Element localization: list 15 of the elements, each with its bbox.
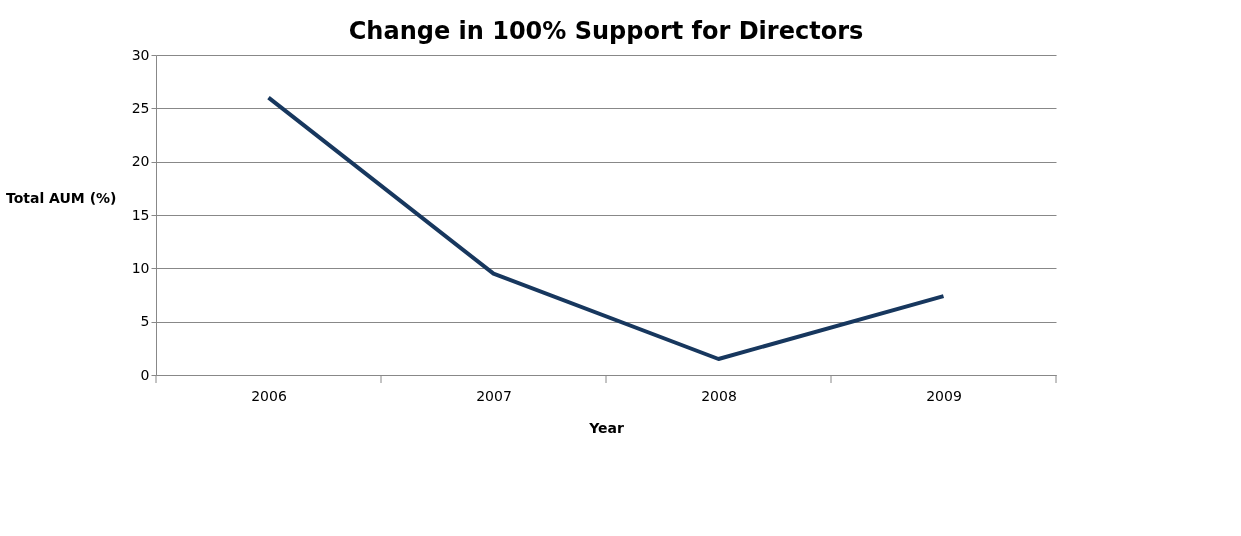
- x-tick-label: 2009: [926, 387, 962, 404]
- y-tick-label: 30: [131, 46, 150, 63]
- x-tick-label: 2006: [251, 387, 287, 404]
- line-series: [266, 95, 946, 361]
- y-tick-label: 5: [140, 313, 150, 330]
- x-axis-title: Year: [588, 419, 624, 436]
- x-tick-label: 2007: [476, 387, 512, 404]
- x-tick-label: 2008: [701, 387, 737, 404]
- chart-title: Change in 100% Support for Directors: [348, 17, 864, 45]
- y-tick-label: 15: [131, 206, 150, 223]
- y-tick-label: 10: [131, 259, 150, 276]
- y-tick-label: 20: [131, 153, 150, 170]
- y-axis-title: Total AUM (%): [5, 189, 117, 206]
- y-tick-label: 25: [131, 99, 150, 116]
- y-tick-label: 0: [140, 366, 150, 383]
